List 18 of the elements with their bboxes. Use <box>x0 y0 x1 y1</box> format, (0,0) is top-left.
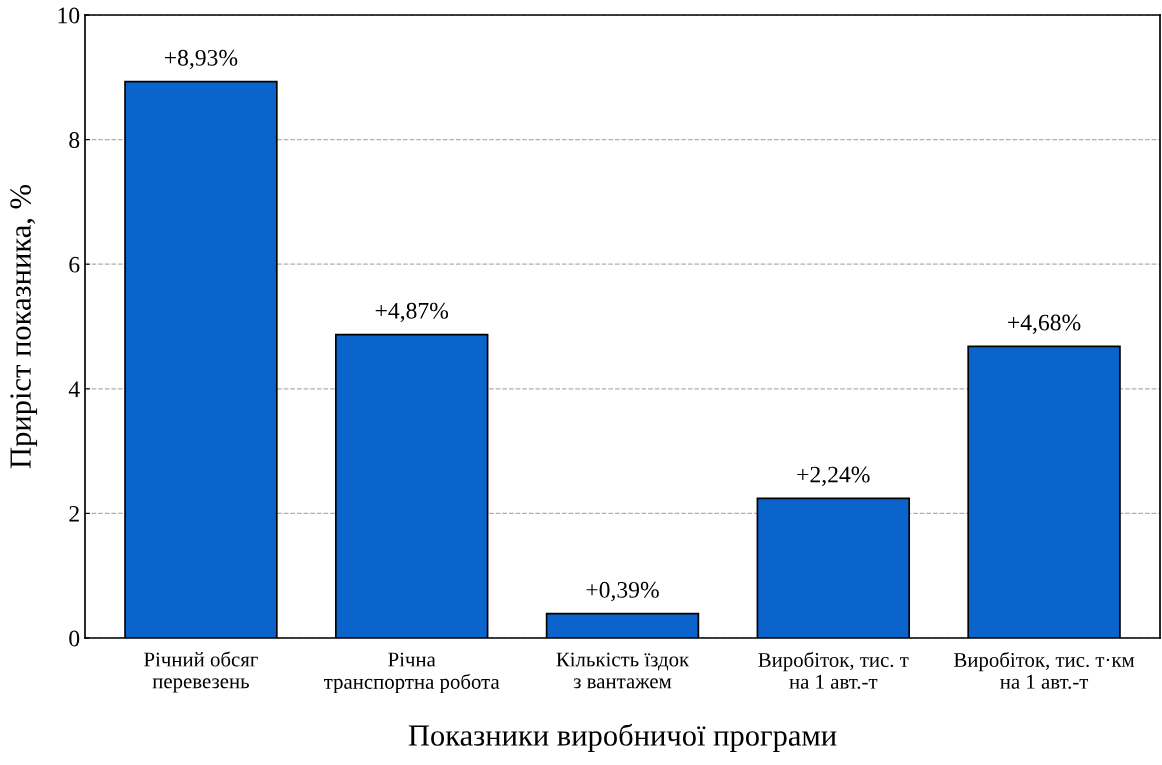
y-tick-label: 8 <box>69 132 80 149</box>
data-label: +2,24% <box>797 466 870 486</box>
x-tick-label: Виробіток, тис. т·км на 1 авт.-т <box>954 651 1135 689</box>
data-label: +8,93% <box>164 49 238 70</box>
x-tick-label: Виробіток, тис. т на 1 авт.-т <box>758 651 909 689</box>
data-label: +4,87% <box>375 302 449 323</box>
y-tick-label: 10 <box>58 7 80 24</box>
y-axis-title: Приріст показника, % <box>10 185 38 469</box>
data-label: +4,68% <box>1008 314 1081 334</box>
x-axis-title: Показники виробничої програми <box>408 723 837 753</box>
y-tick-label: 0 <box>69 630 80 647</box>
data-label: +0,39% <box>586 581 659 602</box>
y-tick-label: 4 <box>68 381 80 397</box>
x-tick-label: Річний обсяг перевезень <box>144 651 258 693</box>
x-tick-label: Кількість їздок з вантажем <box>556 652 690 689</box>
y-tick-label: 2 <box>69 505 79 522</box>
x-tick-label: Річна транспортна робота <box>324 652 500 694</box>
y-tick-label: 6 <box>69 256 80 273</box>
